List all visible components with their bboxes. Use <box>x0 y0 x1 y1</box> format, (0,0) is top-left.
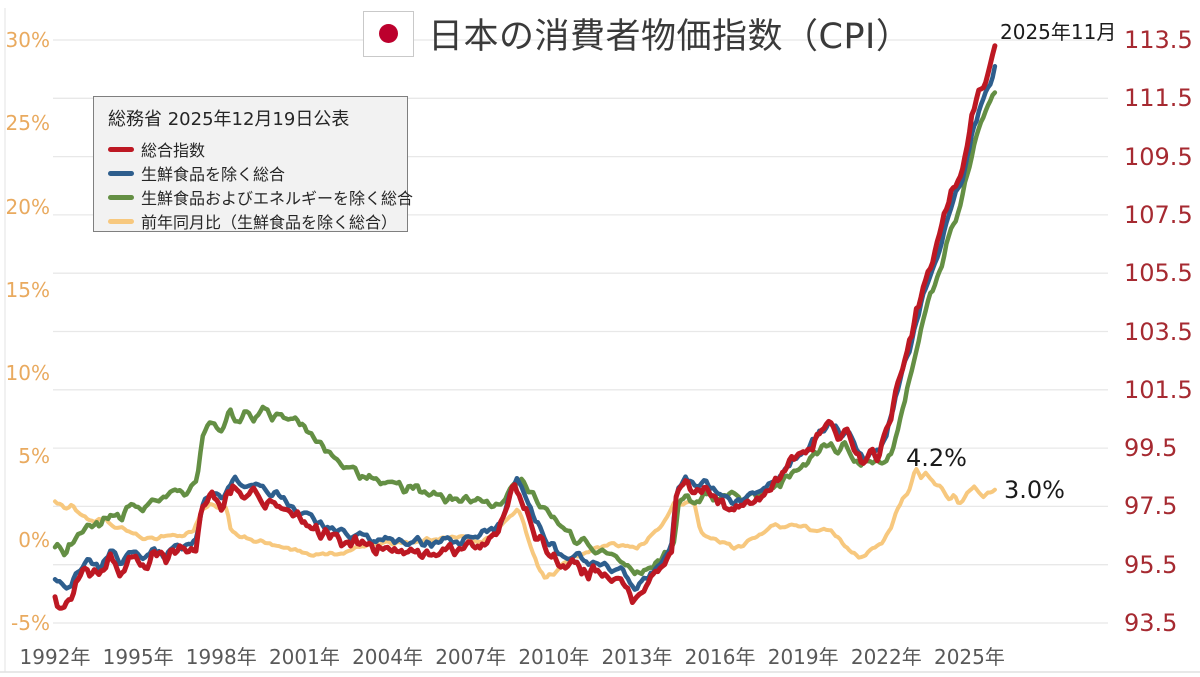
y-right-tick-label: 111.5 <box>1124 84 1193 113</box>
legend-label: 生鮮食品を除く総合 <box>141 165 286 184</box>
y-right-tick-label: 107.5 <box>1124 200 1193 229</box>
y-left-tick-label: 0% <box>18 527 50 552</box>
legend-swatch-blue-icon <box>108 170 134 176</box>
x-tick-label: 2010年 <box>518 645 590 669</box>
x-tick-label: 2007年 <box>435 645 507 669</box>
annotation-latest-date: 2025年11月 <box>1000 20 1117 44</box>
japan-flag-icon <box>363 10 414 57</box>
series-line-1 <box>52 90 998 577</box>
y-right-tick-label: 105.5 <box>1124 259 1193 288</box>
y-right-tick-label: 113.5 <box>1124 26 1193 54</box>
y-right-axis: 113.5 111.5 109.5 107.5 105.5 103.5 101.5 99.5 9… <box>1124 0 1200 677</box>
y-right-tick-label: 99.5 <box>1124 434 1178 463</box>
legend-label: 総合指数 <box>141 141 206 160</box>
x-tick-label: 2001年 <box>268 645 340 669</box>
y-right-tick-label: 93.5 <box>1124 609 1178 637</box>
y-right-tick-label: 103.5 <box>1124 317 1193 346</box>
y-left-axis: 30% 25% 20% 15% 10% 5% 0% -5% <box>6 0 50 677</box>
x-axis: 1992年 1995年 1998年 2001年 2004年 2007年 2010年 2013年… <box>0 641 1200 671</box>
page-title: 日本の消費者物価指数（CPI） <box>428 17 912 57</box>
legend-item-corecore: 生鮮食品およびエネルギーを除く総合 <box>108 185 413 209</box>
x-tick-label: 1998年 <box>185 645 257 669</box>
title-row: 日本の消費者物価指数（CPI） <box>363 8 911 59</box>
y-left-tick-label: 15% <box>5 277 50 302</box>
x-tick-label: 2022年 <box>850 645 922 669</box>
legend-item-sougou: 総合指数 <box>108 137 407 161</box>
legend-swatch-green-icon <box>108 194 134 200</box>
legend-swatch-red-icon <box>108 146 134 152</box>
y-right-tick-label: 109.5 <box>1124 142 1193 171</box>
x-tick-label: 1995年 <box>102 645 174 669</box>
annotation-yoy-latest-value: 3.0% <box>1004 476 1065 504</box>
y-right-tick-label: 101.5 <box>1124 375 1193 404</box>
y-left-tick-label: 5% <box>18 444 50 469</box>
x-tick-label: 1992年 <box>19 645 91 669</box>
y-left-tick-label: 25% <box>5 111 50 136</box>
y-left-tick-label: -5% <box>11 611 50 635</box>
legend-box: 総務省 2025年12月19日公表 総合指数 生鮮食品を除く総合 生鮮食品および… <box>93 96 413 233</box>
legend-label: 生鮮食品およびエネルギーを除く総合 <box>141 189 414 208</box>
legend-swatch-orange-icon <box>108 218 134 224</box>
x-tick-label: 2004年 <box>352 645 423 669</box>
legend-item-core: 生鮮食品を除く総合 <box>108 161 407 185</box>
y-left-tick-label: 30% <box>5 28 50 52</box>
x-tick-label: 2025年 <box>933 645 1005 669</box>
x-tick-label: 2019年 <box>767 645 839 669</box>
series-line-3 <box>52 43 998 611</box>
legend-item-yoy: 前年同月比（生鮮食品を除く総合） <box>108 209 407 233</box>
y-left-tick-label: 20% <box>5 194 50 219</box>
x-tick-label: 2016年 <box>684 645 756 669</box>
annotation-yoy-peak-value: 4.2% <box>906 444 967 472</box>
y-left-tick-label: 10% <box>5 361 50 386</box>
y-right-tick-label: 95.5 <box>1124 550 1178 579</box>
y-right-tick-label: 97.5 <box>1124 492 1178 521</box>
flag-red-circle-icon <box>379 24 398 43</box>
legend-header: 総務省 2025年12月19日公表 <box>108 109 350 130</box>
legend-label: 前年同月比（生鮮食品を除く総合） <box>141 213 398 232</box>
x-tick-label: 2013年 <box>601 645 673 669</box>
series-line-0 <box>53 467 997 580</box>
